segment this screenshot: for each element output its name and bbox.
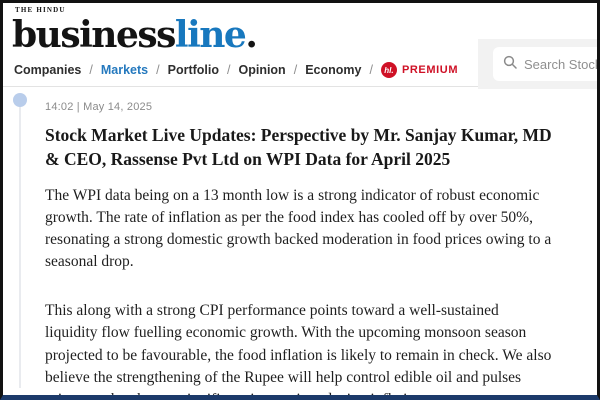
site-header: THE HINDU businessline. Companies / Mark… (3, 3, 597, 89)
nav-item-portfolio[interactable]: Portfolio (167, 63, 219, 77)
logo-business-text: business (12, 14, 176, 56)
hl-premium-badge-icon: hl. (380, 62, 397, 78)
the-hindu-masthead-label: THE HINDU (15, 6, 66, 14)
main-nav: Companies / Markets / Portfolio / Opinio… (14, 62, 458, 78)
entry-paragraph-2: This along with a strong CPI performance… (45, 302, 552, 400)
nav-item-premium[interactable]: hl. PREMIUM (380, 62, 459, 78)
businessline-logo[interactable]: THE HINDU businessline. (12, 6, 258, 56)
nav-item-companies[interactable]: Companies (14, 63, 82, 77)
search-icon (503, 55, 517, 74)
timeline-dot-icon (13, 93, 27, 107)
logo-wordmark: businessline. (12, 14, 258, 56)
nav-separator: / (89, 63, 93, 77)
nav-separator: / (156, 63, 160, 77)
premium-label: PREMIUM (401, 64, 459, 76)
entry-headline: Stock Market Live Updates: Perspective b… (45, 125, 552, 169)
nav-separator: / (369, 63, 373, 77)
nav-item-economy[interactable]: Economy (305, 63, 362, 77)
entry-paragraph-1: The WPI data being on a 13 month low is … (45, 186, 552, 271)
nav-item-markets[interactable]: Markets (100, 63, 149, 77)
logo-line-text: line (174, 14, 247, 56)
timeline-line (19, 95, 21, 388)
nav-separator: / (227, 63, 231, 77)
search-box[interactable] (493, 47, 597, 81)
search-input[interactable] (524, 56, 597, 72)
nav-item-opinion[interactable]: Opinion (238, 63, 286, 77)
entry-timestamp: 14:02 | May 14, 2025 (45, 101, 153, 113)
live-blog-entry: 14:02 | May 14, 2025 Stock Market Live U… (3, 87, 597, 400)
logo-period: . (245, 14, 258, 56)
nav-separator: / (293, 63, 298, 77)
